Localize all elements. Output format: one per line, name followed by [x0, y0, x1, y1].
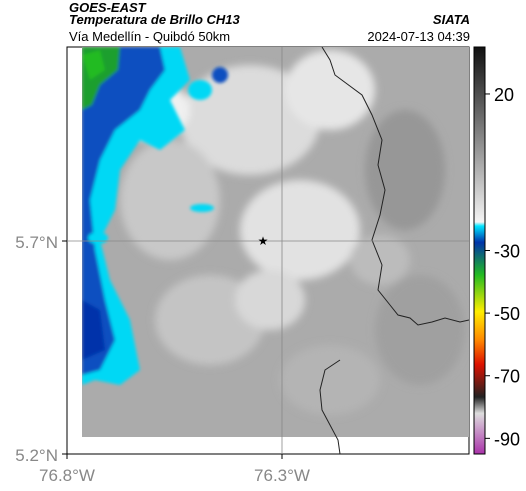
colorbar-tick-label: -70	[494, 367, 520, 387]
colorbar	[473, 46, 486, 455]
region-label: Vía Medellín - Quibdó 50km	[69, 29, 231, 44]
y-tick-label: 5.7°N	[15, 233, 58, 252]
timestamp-label: 2024-07-13 04:39	[367, 29, 470, 44]
x-tick-label: 76.3°W	[254, 466, 310, 485]
boundary-line-south	[319, 359, 341, 455]
satellite-name: GOES-EAST	[69, 0, 146, 15]
location-star-icon: ★	[258, 234, 269, 248]
organization-label: SIATA	[432, 12, 470, 27]
product-title: Temperatura de Brillo CH13	[69, 12, 240, 27]
colorbar-tick-label: 20	[494, 85, 514, 105]
boundary-line	[321, 46, 470, 326]
colorbar-tick-label: -30	[494, 242, 520, 262]
x-tick-label: 76.8°W	[39, 466, 95, 485]
brightness-temperature-field	[82, 47, 469, 437]
y-tick-label: 5.2°N	[15, 446, 58, 465]
colorbar-ticks: 20 -30 -50 -70 -90	[485, 85, 520, 449]
colorbar-tick-label: -90	[494, 429, 520, 449]
colorbar-tick-label: -50	[494, 304, 520, 324]
